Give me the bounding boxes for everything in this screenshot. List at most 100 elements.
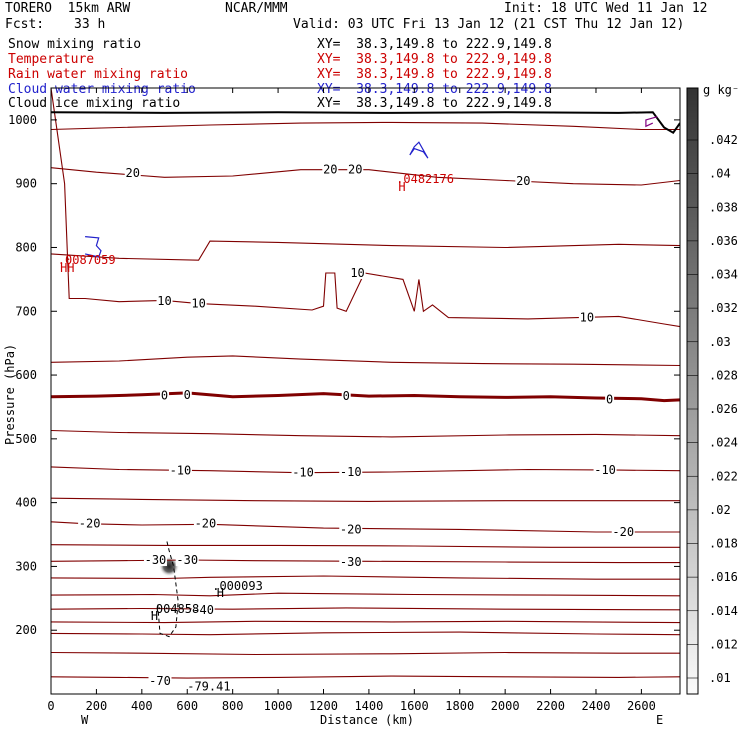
temperature-contour--15	[51, 497, 680, 502]
rain-water-contour	[645, 116, 658, 128]
colorbar-tick-label: .028	[709, 368, 738, 382]
colorbar-tick-label: .026	[709, 402, 738, 416]
temperature-contour-label: -70	[149, 674, 171, 688]
x-end-label-west: W	[81, 713, 89, 727]
x-tick-label: 800	[222, 699, 244, 713]
legend-xy-cloud-ice: XY= 38.3,149.8 to 222.9,149.8	[317, 96, 552, 111]
temperature-contour-5	[51, 355, 680, 367]
y-tick-label: 1000	[8, 113, 37, 127]
extremum-annotation: HH	[60, 261, 74, 275]
colorbar	[686, 87, 699, 695]
temperature-contour-label: -10	[594, 463, 616, 477]
contour-label-bg	[168, 464, 192, 477]
org-label: NCAR/MMM	[225, 1, 288, 16]
x-tick-label: 2000	[491, 699, 520, 713]
legend-xy-rain: XY= 38.3,149.8 to 222.9,149.8	[317, 67, 552, 82]
temperature-contour-label: 0	[343, 389, 350, 403]
colorbar-tick-label: .018	[709, 537, 738, 551]
y-tick-label: 500	[15, 432, 37, 446]
temperature-contour-label: 20	[323, 163, 337, 177]
x-tick-label: 2400	[582, 699, 611, 713]
temperature-contour-label: -10	[292, 466, 314, 480]
y-tick-label: 400	[15, 496, 37, 510]
colorbar-tick-label: .022	[709, 469, 738, 483]
contour-label-bg	[124, 166, 141, 179]
extremum-annotation: .0087059	[58, 253, 116, 267]
init-time: Init: 18 UTC Wed 11 Jan 12	[504, 1, 708, 16]
cloud-ice-contour	[157, 540, 179, 638]
extremum-annotation: H	[398, 180, 405, 194]
temperature-contour--55	[51, 631, 680, 636]
temperature-contour-label: -20	[195, 517, 217, 531]
colorbar-tick-label: .024	[709, 436, 738, 450]
legend-xy-temperature: XY= 38.3,149.8 to 222.9,149.8	[317, 52, 552, 67]
colorbar-tick-label: .042	[709, 133, 738, 147]
temperature-contour-label: 10	[191, 297, 205, 311]
y-tick-label: 200	[15, 623, 37, 637]
plot-frame	[50, 87, 681, 695]
contour-label-bg	[341, 390, 351, 403]
x-tick-label: 400	[131, 699, 153, 713]
x-end-label-east: E	[656, 713, 663, 727]
temperature-contour-label: 20	[126, 166, 140, 180]
contour-label-bg	[322, 163, 339, 176]
contour-label-bg	[190, 297, 207, 310]
x-tick-label: 1800	[445, 699, 474, 713]
x-tick-label: 2200	[536, 699, 565, 713]
x-tick-label: 1200	[309, 699, 338, 713]
temperature-contour--30	[51, 559, 680, 564]
model-title: TORERO 15km ARW	[5, 1, 131, 16]
colorbar-tick-label: .03	[709, 335, 731, 349]
cloud-water-contour	[409, 141, 429, 159]
extremum-annotation: .004858	[149, 602, 200, 616]
x-tick-label: 200	[86, 699, 108, 713]
y-tick-label: 900	[15, 177, 37, 191]
legend-label-rain: Rain water mixing ratio	[8, 67, 189, 82]
temperature-contour-label: -30	[340, 555, 362, 569]
contour-label-bg	[605, 393, 615, 406]
temperature-contour-label: 20	[348, 163, 362, 177]
temperature-contour--5	[51, 429, 680, 438]
temperature-contour-label: -20	[79, 517, 101, 531]
temperature-contour-20	[51, 167, 680, 186]
colorbar-tick-label: .01	[709, 671, 731, 685]
x-axis-label: Distance (km)	[320, 713, 414, 727]
contour-label-bg	[593, 464, 617, 477]
temperature-contour--10	[51, 466, 680, 474]
colorbar-tick-label: .02	[709, 503, 731, 517]
extremum-annotation: .000093	[212, 579, 263, 593]
legend-label-cloud-water: Cloud water mixing ratio	[8, 82, 196, 97]
x-tick-label: 2600	[627, 699, 656, 713]
temperature-contour-label: 20	[516, 174, 530, 188]
temperature-contour--40	[51, 592, 680, 597]
y-axis-label: Pressure (hPa)	[3, 344, 17, 445]
temperature-contour-label: 0	[606, 392, 613, 406]
valid-time: Valid: 03 UTC Fri 13 Jan 12 (21 CST Thu …	[293, 17, 685, 32]
temperature-contour-10	[51, 88, 680, 328]
extremum-annotation: H	[217, 586, 224, 600]
contour-label-bg	[78, 517, 102, 530]
temperature-contour-label: -20	[340, 522, 362, 536]
contour-label-bg	[175, 554, 199, 567]
temperature-contour-0	[51, 391, 680, 403]
contour-label-bg	[291, 466, 315, 479]
contour-label-bg	[578, 311, 595, 324]
temperature-contour-label: 0	[184, 388, 191, 402]
contour-label-bg	[148, 675, 172, 688]
contour-label-bg	[182, 388, 192, 401]
colorbar-tick-label: .04	[709, 167, 731, 181]
colorbar-tick-label: .014	[709, 604, 738, 618]
colorbar-tick-label: .016	[709, 570, 738, 584]
colorbar-unit: g kg⁻¹	[703, 83, 740, 97]
temperature-contour-label: -10	[340, 465, 362, 479]
colorbar-tick-label: .032	[709, 301, 738, 315]
fcst-label: Fcst:	[5, 17, 45, 32]
temperature-contour-label: -20	[612, 525, 634, 539]
extremum-annotation: H	[151, 609, 158, 623]
temperature-contour-25	[51, 121, 680, 131]
temperature-contour--45	[51, 607, 680, 611]
contour-label-bg	[349, 266, 366, 279]
fcst-value: 33 h	[74, 17, 106, 32]
temperature-contour-15	[51, 240, 680, 261]
y-tick-label: 800	[15, 240, 37, 254]
